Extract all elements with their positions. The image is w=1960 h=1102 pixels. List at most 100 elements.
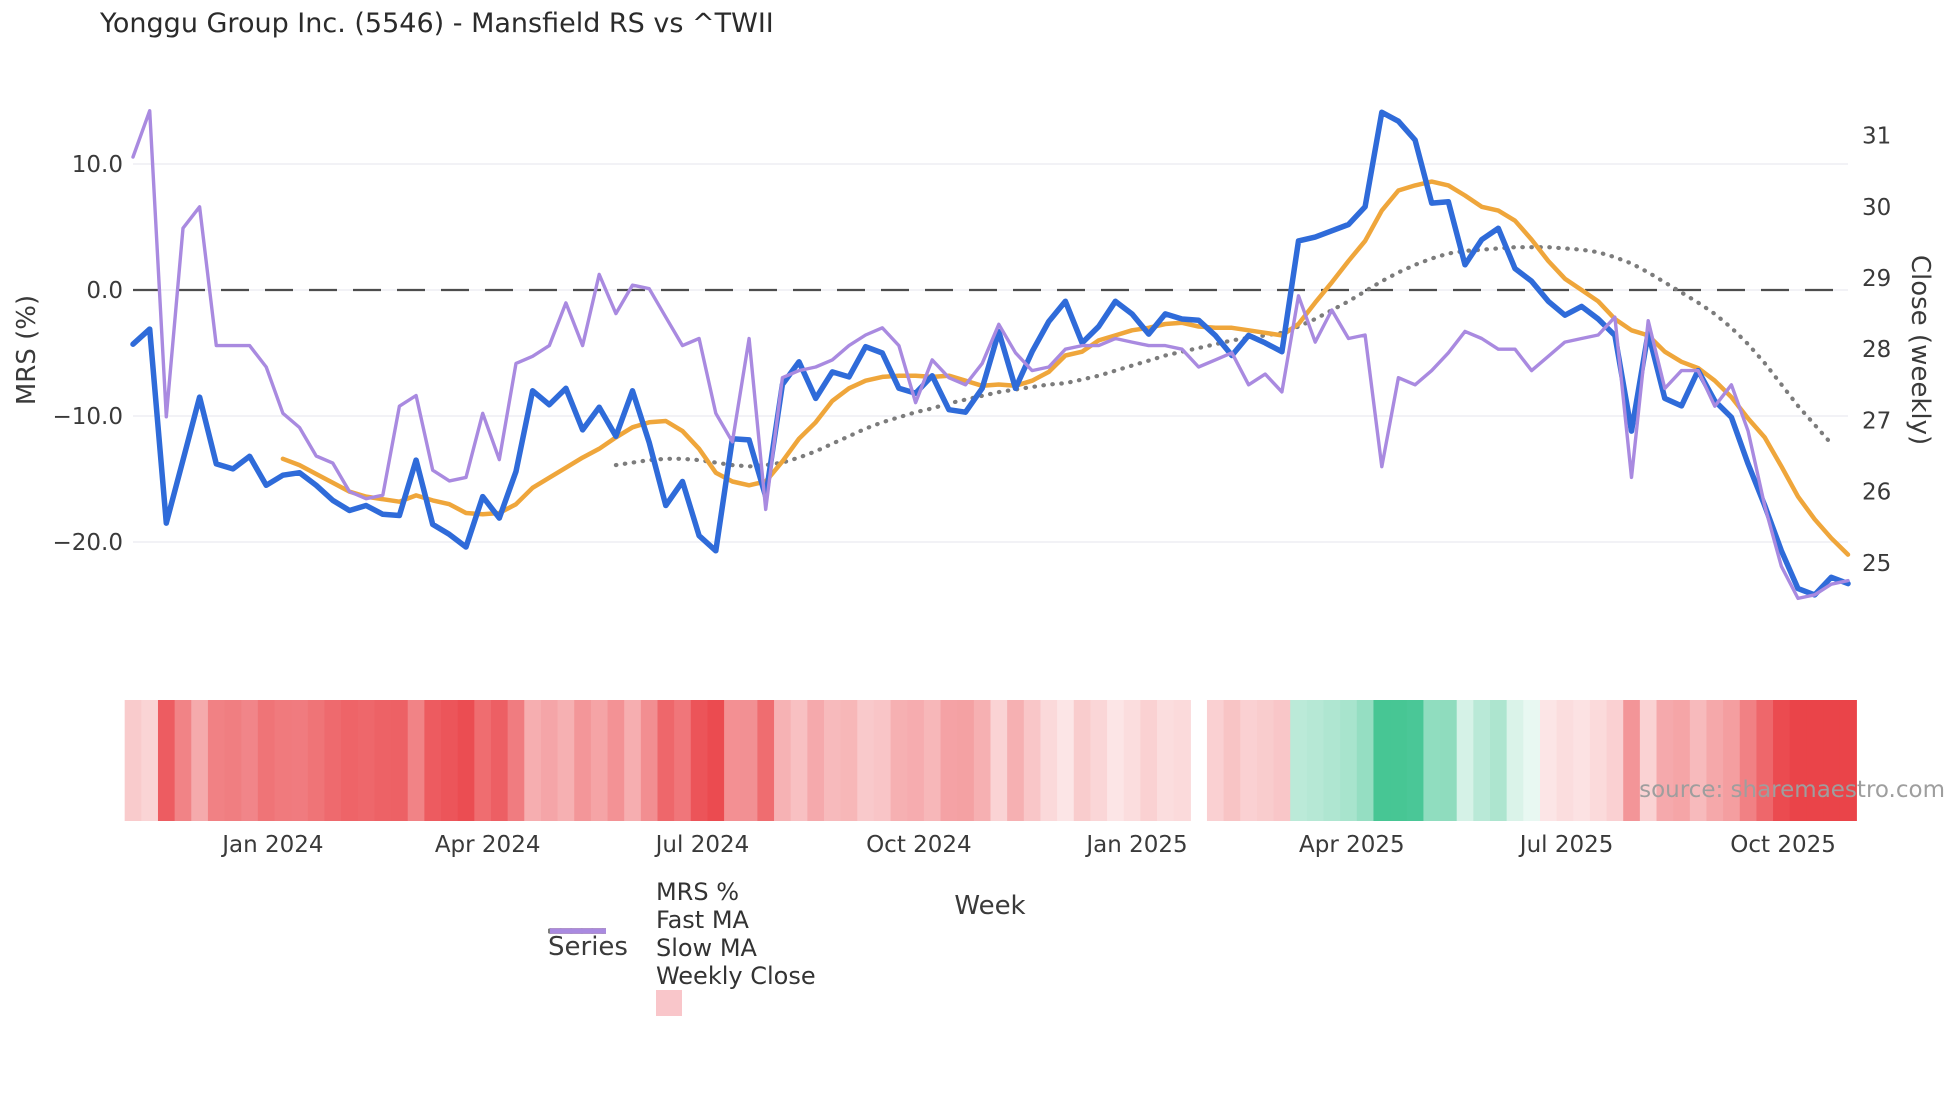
- heatmap-cell: [1057, 700, 1075, 821]
- heatmap-cell: [1689, 700, 1708, 821]
- heatmap-cell: [391, 700, 409, 821]
- heatmap-cell: [1273, 700, 1291, 821]
- heatmap-cell: [341, 700, 359, 821]
- chart-title: Yonggu Group Inc. (5546) - Mansfield RS …: [100, 8, 774, 39]
- x-tick-label: Oct 2025: [1730, 832, 1836, 858]
- left-axis-title: MRS (%): [12, 294, 42, 406]
- legend-items: MRS % Fast MA Slow MA Weekly Close: [548, 878, 852, 1016]
- heatmap-cell: [607, 700, 625, 821]
- heatmap-cell: [790, 700, 808, 821]
- mrs--line: [130, 109, 1851, 598]
- heatmap-cell: [1606, 700, 1624, 821]
- heatmap-cell: [191, 700, 209, 821]
- heatmap-cell: [1623, 700, 1641, 821]
- left-tick-label: 10.0: [72, 152, 123, 178]
- heatmap-cell: [957, 700, 975, 821]
- x-tick-label: Jul 2025: [1518, 832, 1614, 858]
- heatmap-cell: [707, 700, 725, 821]
- heatmap-cell: [873, 700, 892, 821]
- heatmap-cell: [1839, 700, 1857, 821]
- heatmap-cell: [540, 700, 559, 821]
- heatmap-cell: [590, 700, 609, 821]
- heatmap-cell: [857, 700, 875, 821]
- heatmap-cell: [640, 700, 659, 821]
- heatmap-cell: [274, 700, 292, 821]
- heatmap-cell: [1539, 700, 1558, 821]
- heatmap-cell: [1040, 700, 1058, 821]
- heatmap-cell: [1090, 700, 1108, 821]
- heatmap-cell: [657, 700, 675, 821]
- heatmap-cell: [1007, 700, 1025, 821]
- heatmap-cell: [923, 700, 942, 821]
- heatmap-cell: [990, 700, 1008, 821]
- heatmap-cell: [1323, 700, 1341, 821]
- heatmap-cell: [740, 700, 758, 821]
- heatmap-cell: [1739, 700, 1758, 821]
- heatmap-cell: [1440, 700, 1458, 821]
- heatmap-cell: [1107, 700, 1125, 821]
- heatmap-cell: [1173, 700, 1191, 821]
- slow-ma-line: [613, 245, 1834, 469]
- heatmap-cell: [1673, 700, 1691, 821]
- heatmap-cell: [1523, 700, 1541, 821]
- heatmap-cell: [1256, 700, 1275, 821]
- heatmap-cell: [157, 700, 176, 821]
- heatmap-cell: [690, 700, 709, 821]
- x-tick-label: Jan 2024: [220, 832, 323, 858]
- legend-item-label: Fast MA: [655, 906, 749, 934]
- legend-title: Series: [548, 932, 628, 962]
- heatmap-cell: [1340, 700, 1358, 821]
- heatmap-cell: [1573, 700, 1591, 821]
- heatmap-cell: [357, 700, 376, 821]
- legend-item: Fast MA: [550, 906, 816, 934]
- heatmap-cell: [890, 700, 908, 821]
- left-tick-label: −20.0: [53, 530, 123, 556]
- fast-ma-line: [280, 179, 1851, 557]
- heatmap-cell: [1140, 700, 1158, 821]
- heatmap-cell: [973, 700, 992, 821]
- heatmap-cell: [724, 700, 742, 821]
- right-tick-label: 30: [1862, 195, 1891, 221]
- heatmap-cell: [674, 700, 692, 821]
- heatmap-cell: [174, 700, 192, 821]
- heatmap-cell: [1306, 700, 1325, 821]
- heatmap-cell: [557, 700, 575, 821]
- heatmap-cell: [524, 700, 542, 821]
- heatmap-cell: [1356, 700, 1375, 821]
- heatmap-cell: [1023, 700, 1042, 821]
- heatmap-cell: [474, 700, 492, 821]
- right-tick-label: 29: [1862, 266, 1891, 292]
- heatmap-cell: [324, 700, 342, 821]
- legend-item-label: MRS %: [655, 878, 740, 906]
- heatmap-cell: [1073, 700, 1092, 821]
- heatmap-cell: [1723, 700, 1741, 821]
- left-tick-label: 0.0: [86, 278, 123, 304]
- left-tick-label: −10.0: [53, 404, 123, 430]
- heatmap-cell: [1473, 700, 1491, 821]
- legend-item: [655, 990, 816, 1016]
- heatmap-legend-swatch: [655, 990, 682, 1016]
- heatmap-cell: [291, 700, 309, 821]
- x-tick-label: Apr 2025: [1299, 832, 1405, 858]
- x-tick-label: Apr 2024: [435, 832, 541, 858]
- heatmap-cell: [257, 700, 276, 821]
- heatmap-cell: [823, 700, 842, 821]
- heatmap-cell: [1123, 700, 1141, 821]
- heatmap-cell: [940, 700, 958, 821]
- heatmap-cell: [441, 700, 459, 821]
- legend-line-swatch: [550, 928, 606, 934]
- x-tick-label: Jul 2024: [654, 832, 750, 858]
- legend-item: Slow MA: [548, 928, 816, 962]
- x-axis-title: Week: [954, 891, 1026, 921]
- heatmap-cell: [1506, 700, 1524, 821]
- legend-item-label: Slow MA: [655, 934, 757, 962]
- x-tick-label: Oct 2024: [866, 832, 972, 858]
- heatmap-cell: [1789, 700, 1807, 821]
- legend: Series MRS % Fast MA Slow MA Weekly Close: [548, 878, 852, 1016]
- heatmap-cell: [1206, 700, 1225, 821]
- heatmap-cell: [207, 700, 226, 821]
- heatmap-cell: [457, 700, 475, 821]
- heatmap-cell: [1706, 700, 1724, 821]
